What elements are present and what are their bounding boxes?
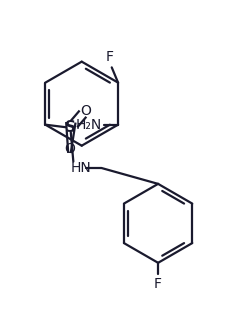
Text: O: O xyxy=(64,142,75,156)
Text: H₂N: H₂N xyxy=(76,118,102,132)
Text: S: S xyxy=(65,120,76,135)
Text: F: F xyxy=(105,50,113,64)
Text: HN: HN xyxy=(71,161,92,175)
Text: O: O xyxy=(81,104,92,118)
Text: F: F xyxy=(154,277,162,291)
